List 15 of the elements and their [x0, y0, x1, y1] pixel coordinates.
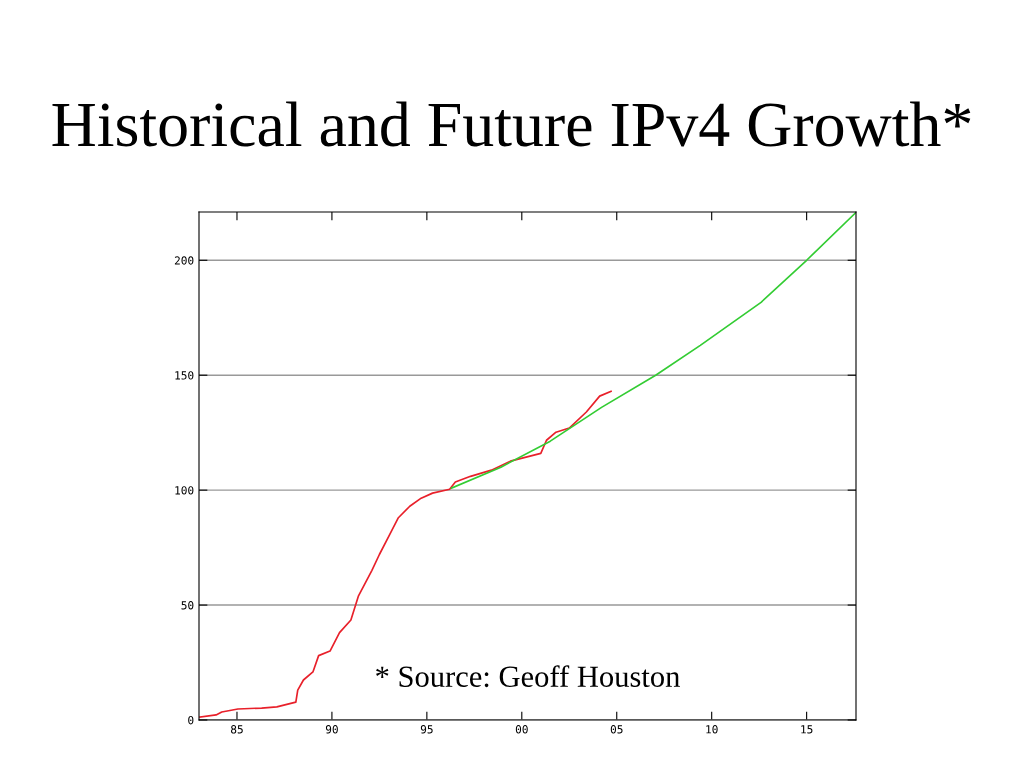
x-tick-label: 00	[515, 725, 528, 734]
x-tick-label: 90	[325, 725, 338, 734]
annotation: * Source: Geoff Houston	[376, 665, 680, 688]
y-tick-label: 0	[188, 716, 194, 725]
y-tick-label: 100	[175, 486, 194, 495]
chart-title: Historical and Future IPv4 Growth*	[52, 101, 971, 147]
x-tick-label: 05	[610, 725, 623, 734]
x-tick-label: 15	[801, 725, 813, 734]
x-tick-label: 95	[420, 725, 433, 734]
line-series	[450, 212, 856, 489]
x-tick-label: 10	[706, 725, 718, 734]
x-tick-label: 85	[231, 725, 243, 734]
y-tick-label: 50	[181, 601, 194, 610]
y-tick-label: 200	[174, 256, 194, 265]
y-tick-label: 150	[175, 371, 194, 380]
